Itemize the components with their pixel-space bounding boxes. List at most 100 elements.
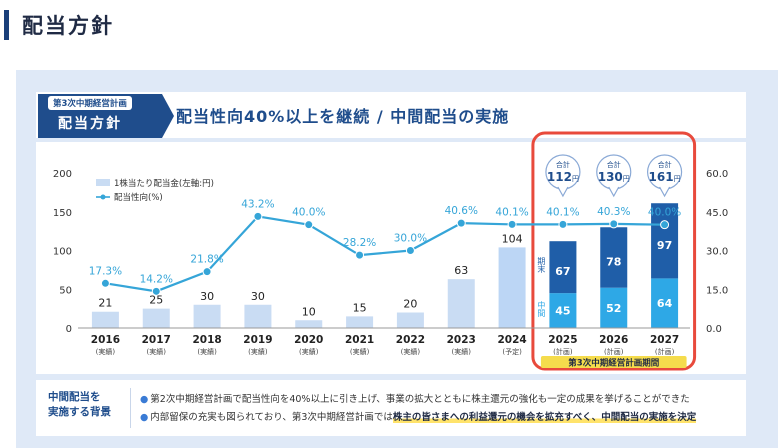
category-label: 2016 [91,334,120,346]
category-label: 2017 [142,334,171,346]
plan-badge: 第3次中期経営計画 配当方針 [38,94,162,138]
total-caption: 合計 [556,160,570,169]
background-card [36,380,746,436]
payout-ratio-label: 40.6% [445,205,478,217]
payout-ratio-point [558,219,568,229]
category-note: (実績) [401,347,421,356]
dividend-bar [447,279,475,328]
payout-ratio-label: 30.0% [394,233,427,245]
category-label: 2018 [192,334,221,346]
background-separator [130,388,131,428]
category-label: 2021 [345,334,374,346]
dividend-bar [498,247,526,328]
dividend-value-label: 10 [302,305,316,318]
interim-side-label: 中間 [537,300,546,318]
page-title: 配当方針 [22,14,114,38]
dividend-value-label: 15 [353,301,367,314]
badge-title: 配当方針 [58,116,122,132]
year-end-value-label: 97 [657,239,672,252]
right-axis-tick: 30.0 [706,247,728,258]
category-note: (実績) [350,347,370,356]
background-highlight: 株主の皆さまへの利益還元の機会を拡充すべく、中間配当の実施を決定 [392,412,697,423]
year-end-value-label: 67 [555,265,570,278]
left-axis-tick: 100 [53,247,72,258]
legend-bar-swatch [96,179,110,186]
payout-ratio-point [202,267,212,277]
left-axis-tick: 150 [53,208,72,219]
total-bubble-pointer [557,186,569,198]
category-note: (実績) [96,347,116,356]
year-end-bar [549,241,577,294]
category-note: (実績) [452,347,472,356]
dividend-bar [193,304,221,328]
payout-ratio-line [105,215,665,293]
dividend-chart: 0 50 100 150 200 0.0 15.0 30.0 45.0 60.0 1株当たり配当金(… [53,131,728,371]
category-note: (予定) [502,347,522,356]
payout-ratio-point [456,218,466,228]
payout-ratio-label: 40.1% [546,206,579,218]
total-caption: 合計 [658,160,672,169]
background-label-line2: 実施する背景 [48,406,111,418]
title-accent-bar [4,10,9,40]
interim-bar [549,293,577,328]
dividend-value-label: 63 [454,264,468,277]
total-bubble-pointer [659,186,671,198]
payout-ratio-label: 40.0% [292,207,325,219]
category-note: (計画) [604,347,624,356]
year-end-side-label: 期末 [537,257,546,274]
category-label: 2022 [396,334,425,346]
dividend-bar [244,304,272,328]
category-label: 2026 [599,334,628,346]
plan-period-label: 第3次中期経営計画期間 [568,358,659,369]
payout-ratio-label: 40.3% [597,206,630,218]
interim-value-label: 45 [555,305,570,318]
payout-ratio-label: 28.2% [343,237,376,249]
dividend-value-label: 104 [502,232,523,245]
headline: 配当性向40%以上を継続 / 中間配当の実施 [176,107,510,126]
interim-value-label: 52 [606,302,621,315]
year-end-bar [600,227,628,288]
background-label: 中間配当を 実施する背景 [48,390,111,420]
payout-ratio-label: 14.2% [140,273,173,285]
bullet-icon: ● [140,412,149,423]
payout-ratio-label: 40.0% [648,207,681,219]
right-axis-tick: 60.0 [706,169,728,180]
payout-ratio-point [100,278,110,288]
payout-ratio-label: 43.2% [241,198,274,210]
year-end-value-label: 78 [606,255,621,268]
category-label: 2023 [447,334,476,346]
badge-subtitle: 第3次中期経営計画 [48,96,132,110]
total-value-label: 130円 [598,170,630,184]
dividend-bar [396,312,424,328]
total-value-label: 112円 [547,170,579,184]
payout-ratio-point [151,286,161,296]
total-caption: 合計 [607,160,621,169]
right-axis-tick: 45.0 [706,208,728,219]
bullet-icon: ● [140,394,149,405]
legend-payout-label: 配当性向(%) [114,192,163,203]
category-note: (計画) [553,347,573,356]
category-note: (実績) [248,347,268,356]
left-axis-tick: 0 [66,324,72,335]
right-axis-tick: 0.0 [706,324,722,335]
dividend-bar [295,320,323,328]
category-label: 2019 [243,334,272,346]
total-bubble-pointer [608,186,620,198]
year-end-bar [651,203,679,279]
payout-ratio-point [660,220,670,230]
category-label: 2020 [294,334,323,346]
dividend-bar [142,308,170,328]
legend-dividend-label: 1株当たり配当金(左軸:円) [114,178,214,189]
background-label-line1: 中間配当を [48,391,101,403]
badge-arrow [162,94,174,138]
right-axis-tick: 15.0 [706,285,728,296]
category-label: 2027 [650,334,679,346]
payout-ratio-point [405,246,415,255]
category-note: (実績) [299,347,319,356]
category-label: 2024 [497,334,526,346]
payout-ratio-label: 21.8% [190,254,223,266]
payout-ratio-point [355,250,365,260]
category-label: 2025 [548,334,577,346]
payout-ratio-point [253,211,263,221]
background-point-1: ● 第2次中期経営計画で配当性向を40%以上に引き上げ、事業の拡大とともに株主還元… [140,391,690,405]
